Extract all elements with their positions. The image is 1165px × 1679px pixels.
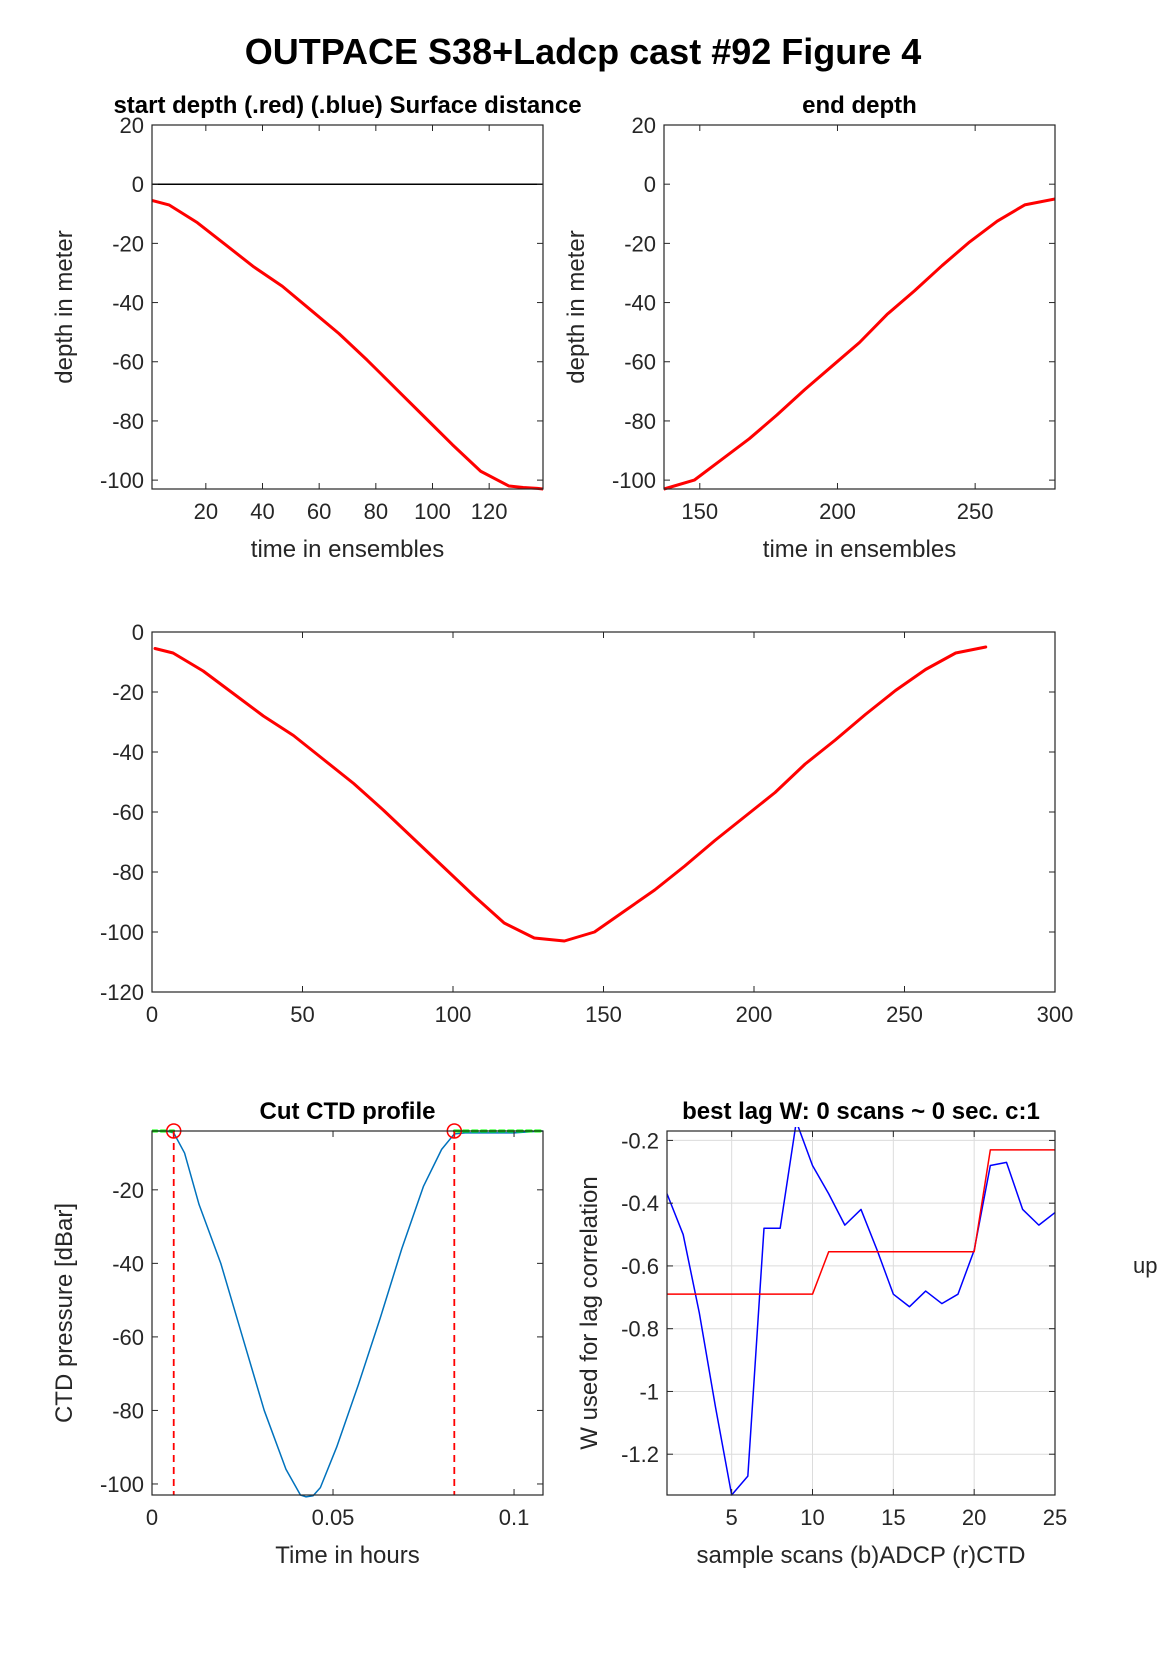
series-line-red (664, 197, 1055, 491)
y-tick-label: 20 (120, 113, 144, 138)
y-tick-label: -40 (112, 740, 144, 765)
axes-box (663, 124, 1056, 490)
chart-p3: 0 50 100 150 200 250 300 0 -20 -40 -60 -80 -100 -120 (100, 620, 1073, 1027)
y-tick-label: -60 (624, 350, 656, 375)
y-tick-label: -20 (112, 231, 144, 256)
x-tick-label: 150 (585, 1002, 622, 1027)
series-line-red (153, 645, 988, 943)
y-tick-label: -0.8 (621, 1317, 659, 1342)
y-tick-label: -100 (100, 468, 144, 493)
side-label: up (1133, 1253, 1157, 1278)
y-tick-label: -80 (112, 860, 144, 885)
chart-title: start depth (.red) (.blue) Surface dista… (113, 92, 581, 119)
x-tick-label: 100 (414, 499, 451, 524)
chart-title: best lag W: 0 scans ~ 0 sec. c:1 (682, 1098, 1040, 1125)
x-tick-label: 0 (146, 1505, 158, 1530)
axes-box (666, 1130, 1056, 1496)
y-axis-label: W used for lag correlation (576, 1176, 603, 1449)
y-tick-label: -20 (112, 680, 144, 705)
chart-title: Cut CTD profile (260, 1098, 436, 1125)
chart-p1: 20 40 60 80 100 120 20 0 -20 -40 -60 -80 -100 start d… (51, 92, 582, 563)
x-tick-label: 10 (800, 1505, 824, 1530)
y-tick-label: -80 (112, 1398, 144, 1423)
y-tick-label: -60 (112, 1325, 144, 1350)
y-tick-label: -40 (624, 291, 656, 316)
y-tick-label: 0 (132, 172, 144, 197)
chart-p4: 0 0.05 0.1 -20 -40 -60 -80 -100 Cut CTD profile T… (51, 1098, 544, 1569)
x-tick-label: 250 (886, 1002, 923, 1027)
x-tick-label: 0 (146, 1002, 158, 1027)
x-tick-label: 5 (726, 1505, 738, 1530)
x-tick-label: 250 (957, 499, 994, 524)
series-line-red (667, 1149, 1055, 1295)
y-axis-label: CTD pressure [dBar] (51, 1203, 78, 1423)
y-tick-label: -40 (112, 1251, 144, 1276)
y-tick-label: -0.2 (621, 1128, 659, 1153)
y-tick-label: -1 (639, 1379, 659, 1404)
x-tick-label: 0.05 (312, 1505, 355, 1530)
x-tick-label: 20 (194, 499, 218, 524)
y-tick-label: -120 (100, 980, 144, 1005)
x-tick-label: 300 (1037, 1002, 1074, 1027)
chart-p5: 5 10 15 20 25 -0.2 -0.4 -0.6 -0.8 -1 -1.2 best lag … (576, 1098, 1067, 1569)
y-tick-label: -40 (112, 291, 144, 316)
y-tick-label: -60 (112, 350, 144, 375)
y-tick-label: -0.6 (621, 1254, 659, 1279)
x-tick-label: 120 (471, 499, 508, 524)
x-tick-label: 200 (736, 1002, 773, 1027)
x-tick-label: 20 (962, 1505, 986, 1530)
series-line-red (152, 198, 543, 491)
y-axis-label: depth in meter (563, 230, 590, 383)
axes-box (151, 1130, 544, 1496)
chart-title: end depth (802, 92, 917, 119)
y-tick-label: -20 (624, 231, 656, 256)
x-tick-label: 0.1 (499, 1505, 530, 1530)
y-tick-label: -20 (112, 1178, 144, 1203)
x-tick-label: 200 (819, 499, 856, 524)
y-tick-label: -100 (100, 1472, 144, 1497)
y-tick-label: 0 (644, 172, 656, 197)
x-tick-label: 100 (435, 1002, 472, 1027)
x-tick-label: 15 (881, 1505, 905, 1530)
axes-box (151, 124, 544, 490)
figure-title: OUTPACE S38+Ladcp cast #92 Figure 4 (245, 31, 922, 72)
x-tick-label: 60 (307, 499, 331, 524)
y-axis-label: depth in meter (51, 230, 78, 383)
y-tick-label: -80 (624, 409, 656, 434)
x-axis-label: Time in hours (275, 1542, 420, 1569)
x-axis-label: sample scans (b)ADCP (r)CTD (697, 1542, 1026, 1569)
x-tick-label: 25 (1043, 1505, 1067, 1530)
x-tick-label: 50 (290, 1002, 314, 1027)
y-tick-label: -1.2 (621, 1442, 659, 1467)
x-tick-label: 150 (681, 499, 718, 524)
x-tick-label: 40 (250, 499, 274, 524)
y-tick-label: -0.4 (621, 1191, 659, 1216)
x-tick-label: 80 (364, 499, 388, 524)
y-tick-label: 20 (632, 113, 656, 138)
y-tick-label: 0 (132, 620, 144, 645)
y-tick-label: -100 (100, 920, 144, 945)
y-tick-label: -100 (612, 468, 656, 493)
y-tick-label: -60 (112, 800, 144, 825)
x-axis-label: time in ensembles (763, 536, 956, 563)
y-tick-label: -80 (112, 409, 144, 434)
series-line-ctd (152, 1130, 543, 1498)
x-axis-label: time in ensembles (251, 536, 444, 563)
